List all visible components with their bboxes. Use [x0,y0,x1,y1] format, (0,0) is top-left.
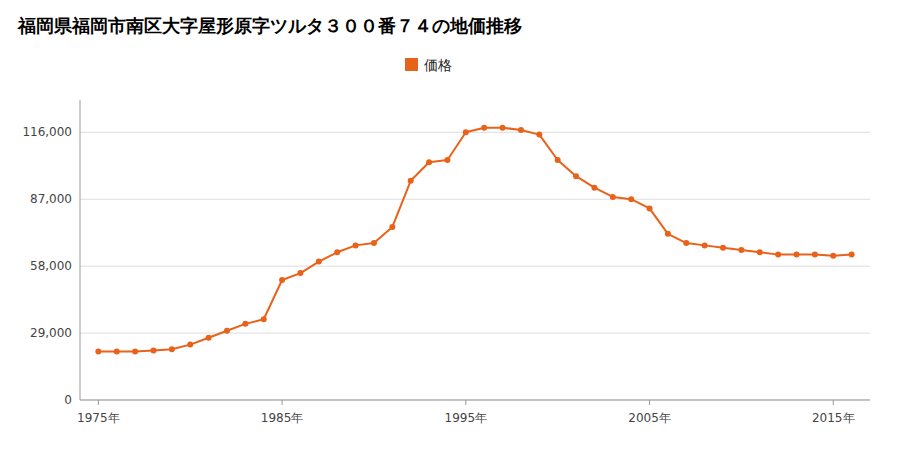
grid-line [80,266,870,267]
grid-line [80,199,870,200]
x-tick [833,400,834,405]
marker [389,224,395,230]
grid-line [80,333,870,334]
marker [334,249,340,255]
marker [114,349,120,355]
marker [297,270,303,276]
marker [518,127,524,133]
marker [849,252,855,258]
line [98,128,851,352]
y-tick-label: 29,000 [30,326,72,340]
marker [573,173,579,179]
y-tick-label: 0 [64,393,72,407]
x-tick-label: 1975年 [77,411,120,425]
x-tick [649,400,650,405]
marker [500,125,506,131]
marker [683,240,689,246]
marker [132,349,138,355]
x-tick-label: 1985年 [261,411,304,425]
title: 福岡県福岡市南区大字屋形原字ツルタ３００番７４の地価推移 [17,15,522,36]
marker [279,277,285,283]
marker [150,347,156,353]
marker [536,132,542,138]
marker [812,252,818,258]
x-tick-label: 1995年 [445,411,488,425]
marker [408,178,414,184]
legend-label: 価格 [424,57,452,73]
axes: 0 29,000 58,000 87,000 116,000 1975年 1985年 1995… [22,100,870,425]
legend: 価格 [405,57,452,73]
x-tick [98,400,99,405]
marker [555,157,561,163]
marker [738,247,744,253]
marker [206,335,212,341]
marker [463,129,469,135]
grid-line [80,132,870,133]
plot-area [95,125,854,355]
grid-line [80,400,870,401]
marker [187,342,193,348]
x-axis-line [80,400,870,401]
marker [426,159,432,165]
marker [775,252,781,258]
marker [628,196,634,202]
marker [830,253,836,259]
marker [665,231,671,237]
y-tick-label: 116,000 [22,125,72,139]
marker [794,252,800,258]
x-tick [465,400,466,405]
marker [481,125,487,131]
marker [591,185,597,191]
x-tick-label: 2005年 [628,411,671,425]
legend-swatch [405,58,418,71]
x-tick-label: 2015年 [812,411,855,425]
marker [353,242,359,248]
marker [720,245,726,251]
marker [169,346,175,352]
marker [647,205,653,211]
marker [444,157,450,163]
y-axis-line [80,100,81,400]
marker [95,349,101,355]
y-tick-label: 58,000 [30,259,72,273]
page: {"chart_data": { "type": "line", "title"… [0,0,900,450]
marker [242,321,248,327]
marker [702,242,708,248]
y-tick-label: 87,000 [30,192,72,206]
marker [371,240,377,246]
marker [610,194,616,200]
marker [261,316,267,322]
chart: 福岡県福岡市南区大字屋形原字ツルタ３００番７４の地価推移 0 29,000 58,00… [0,0,900,450]
marker [224,328,230,334]
marker [316,259,322,265]
marker [757,249,763,255]
x-tick [282,400,283,405]
